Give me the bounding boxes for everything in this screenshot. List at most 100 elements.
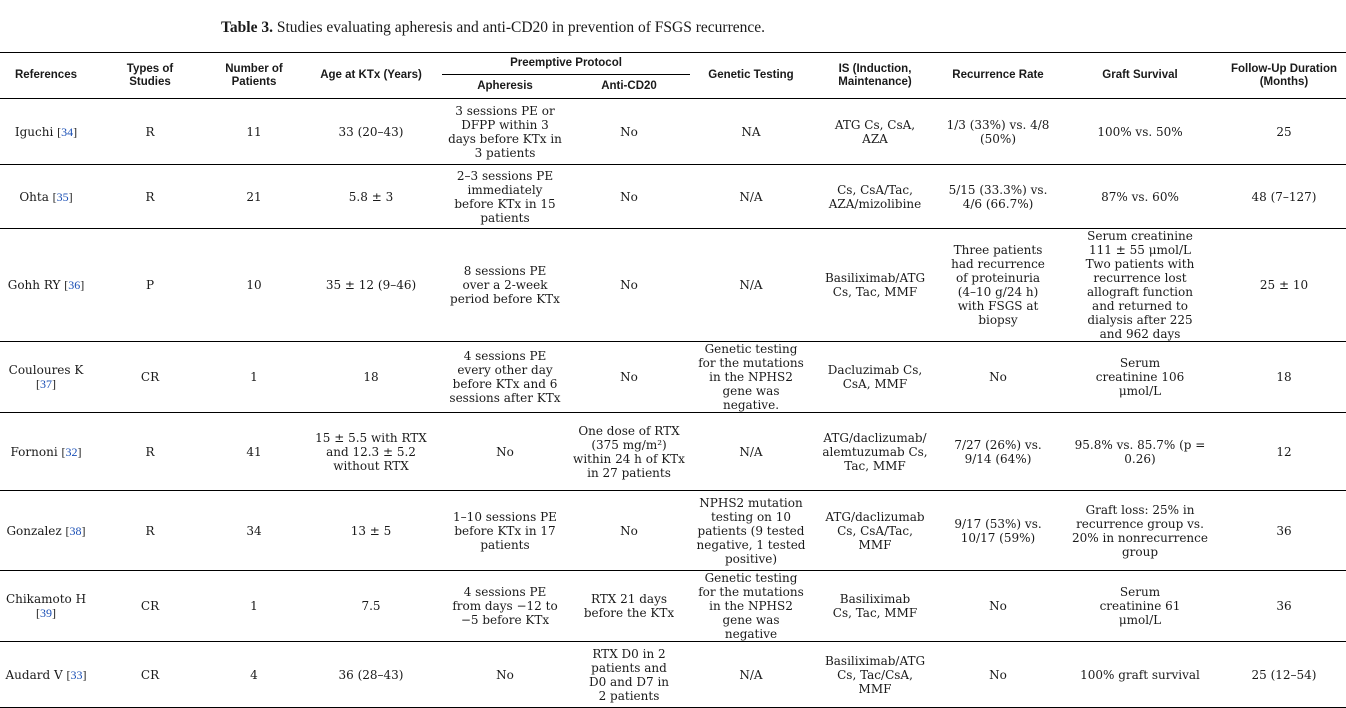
citation-link[interactable]: 38 [69, 523, 82, 538]
cell-follow-up: 36 [1222, 490, 1346, 571]
cell-apheresis: 1–10 sessions PE before KTx in 17 patien… [442, 490, 568, 571]
cell-is: ATG Cs, CsA, AZA [812, 98, 938, 165]
author-name: Iguchi [14, 124, 58, 139]
cell-anti-cd20: No [568, 341, 690, 413]
cell-patients: 10 [208, 228, 300, 342]
cell-is: ATG/daclizumab/ alemtuzumab Cs, Tac, MMF [812, 412, 938, 491]
author-name: Audard V [5, 667, 67, 682]
cell-patients: 4 [208, 641, 300, 708]
citation-link[interactable]: 33 [70, 667, 83, 682]
header-preemptive-protocol: Preemptive Protocol [442, 52, 690, 75]
author-name: Ohta [19, 189, 53, 204]
header-age: Age at KTx (Years) [300, 52, 442, 99]
cell-patients: 1 [208, 341, 300, 413]
cell-follow-up: 48 (7–127) [1222, 164, 1346, 229]
cell-graft: 100% vs. 50% [1058, 98, 1222, 165]
author-name: Chikamoto H [5, 592, 87, 606]
cell-genetic: N/A [690, 228, 812, 342]
cell-reference: Gonzalez [38] [0, 490, 92, 571]
table-label: Table 3. [221, 19, 273, 36]
header-genetic-testing: Genetic Testing [690, 52, 812, 99]
cell-graft: Serum creatinine 61 μmol/L [1058, 570, 1222, 642]
citation-link[interactable]: 34 [61, 124, 74, 139]
table-caption: Table 3. Studies evaluating apheresis an… [221, 19, 765, 37]
cell-apheresis: No [442, 412, 568, 491]
cell-genetic: Genetic testing for the mutations in the… [690, 570, 812, 642]
cell-apheresis: 4 sessions PE from days −12 to −5 before… [442, 570, 568, 642]
cell-follow-up: 25 ± 10 [1222, 228, 1346, 342]
header-graft-survival: Graft Survival [1058, 52, 1222, 99]
cell-graft: Serum creatinine 111 ± 55 μmol/L Two pat… [1058, 228, 1222, 342]
cell-recurrence: Three patients had recurrence of protein… [938, 228, 1058, 342]
citation-link[interactable]: 39 [40, 606, 52, 620]
citation-link[interactable]: 35 [56, 189, 69, 204]
cell-age: 7.5 [300, 570, 442, 642]
header-follow-up: Follow-Up Duration (Months) [1222, 52, 1346, 99]
cell-age: 36 (28–43) [300, 641, 442, 708]
cell-type: CR [92, 641, 208, 708]
cell-anti-cd20: No [568, 490, 690, 571]
author-name: Fornoni [10, 444, 62, 459]
studies-table: References Types of Studies Number of Pa… [0, 52, 1346, 708]
table-row: Couloures K [37] CR 1 18 4 sessions PE e… [0, 341, 1346, 413]
cell-follow-up: 36 [1222, 570, 1346, 642]
cell-type: R [92, 98, 208, 165]
cell-type: R [92, 412, 208, 491]
cell-genetic: NA [690, 98, 812, 165]
cell-genetic: Genetic testing for the mutations in the… [690, 341, 812, 413]
cell-is: Cs, CsA/Tac, AZA/mizolibine [812, 164, 938, 229]
cell-age: 13 ± 5 [300, 490, 442, 571]
header-patients: Number of Patients [208, 52, 300, 99]
header-recurrence-rate: Recurrence Rate [938, 52, 1058, 99]
cell-graft: Graft loss: 25% in recurrence group vs. … [1058, 490, 1222, 571]
cell-recurrence: No [938, 641, 1058, 708]
cell-patients: 11 [208, 98, 300, 165]
cell-age: 18 [300, 341, 442, 413]
cell-recurrence: 5/15 (33.3%) vs. 4/6 (66.7%) [938, 164, 1058, 229]
cell-graft: 100% graft survival [1058, 641, 1222, 708]
cell-reference: Gohh RY [36] [0, 228, 92, 342]
cell-genetic: N/A [690, 164, 812, 229]
cell-is: Basiliximab Cs, Tac, MMF [812, 570, 938, 642]
cell-genetic: N/A [690, 412, 812, 491]
citation-link[interactable]: 37 [40, 377, 52, 391]
cell-anti-cd20: RTX D0 in 2 patients and D0 and D7 in 2 … [568, 641, 690, 708]
table-row: Audard V [33] CR 4 36 (28–43) No RTX D0 … [0, 641, 1346, 708]
cell-reference: Couloures K [37] [0, 341, 92, 413]
cell-reference: Iguchi [34] [0, 98, 92, 165]
cell-age: 35 ± 12 (9–46) [300, 228, 442, 342]
cell-genetic: NPHS2 mutation testing on 10 patients (9… [690, 490, 812, 571]
cell-reference: Fornoni [32] [0, 412, 92, 491]
cell-recurrence: 9/17 (53%) vs. 10/17 (59%) [938, 490, 1058, 571]
cell-anti-cd20: One dose of RTX (375 mg/m²) within 24 h … [568, 412, 690, 491]
cell-follow-up: 12 [1222, 412, 1346, 491]
cell-recurrence: 7/27 (26%) vs. 9/14 (64%) [938, 412, 1058, 491]
author-name: Gonzalez [6, 523, 66, 538]
cell-anti-cd20: No [568, 228, 690, 342]
cell-apheresis: 3 sessions PE or DFPP within 3 days befo… [442, 98, 568, 165]
cell-follow-up: 25 (12–54) [1222, 641, 1346, 708]
cell-anti-cd20: No [568, 98, 690, 165]
citation-link[interactable]: 36 [68, 278, 81, 292]
cell-anti-cd20: No [568, 164, 690, 229]
table-title: Studies evaluating apheresis and anti-CD… [272, 19, 765, 36]
cell-is: Basiliximab/ATG Cs, Tac/CsA, MMF [812, 641, 938, 708]
citation-link[interactable]: 32 [65, 444, 78, 459]
cell-follow-up: 25 [1222, 98, 1346, 165]
table-row: Chikamoto H [39] CR 1 7.5 4 sessions PE … [0, 570, 1346, 642]
author-name: Couloures K [8, 363, 84, 377]
cell-graft: 95.8% vs. 85.7% (p = 0.26) [1058, 412, 1222, 491]
cell-apheresis: 8 sessions PE over a 2-week period befor… [442, 228, 568, 342]
cell-apheresis: 2–3 sessions PE immediately before KTx i… [442, 164, 568, 229]
cell-reference: Ohta [35] [0, 164, 92, 229]
cell-type: CR [92, 570, 208, 642]
table-row: Fornoni [32] R 41 15 ± 5.5 with RTX and … [0, 412, 1346, 491]
header-apheresis: Apheresis [442, 74, 568, 99]
cell-type: P [92, 228, 208, 342]
cell-recurrence: 1/3 (33%) vs. 4/8 (50%) [938, 98, 1058, 165]
table-row: Gonzalez [38] R 34 13 ± 5 1–10 sessions … [0, 490, 1346, 571]
cell-is: Dacluzimab Cs, CsA, MMF [812, 341, 938, 413]
cell-type: CR [92, 341, 208, 413]
header-references: References [0, 52, 92, 99]
cell-apheresis: No [442, 641, 568, 708]
